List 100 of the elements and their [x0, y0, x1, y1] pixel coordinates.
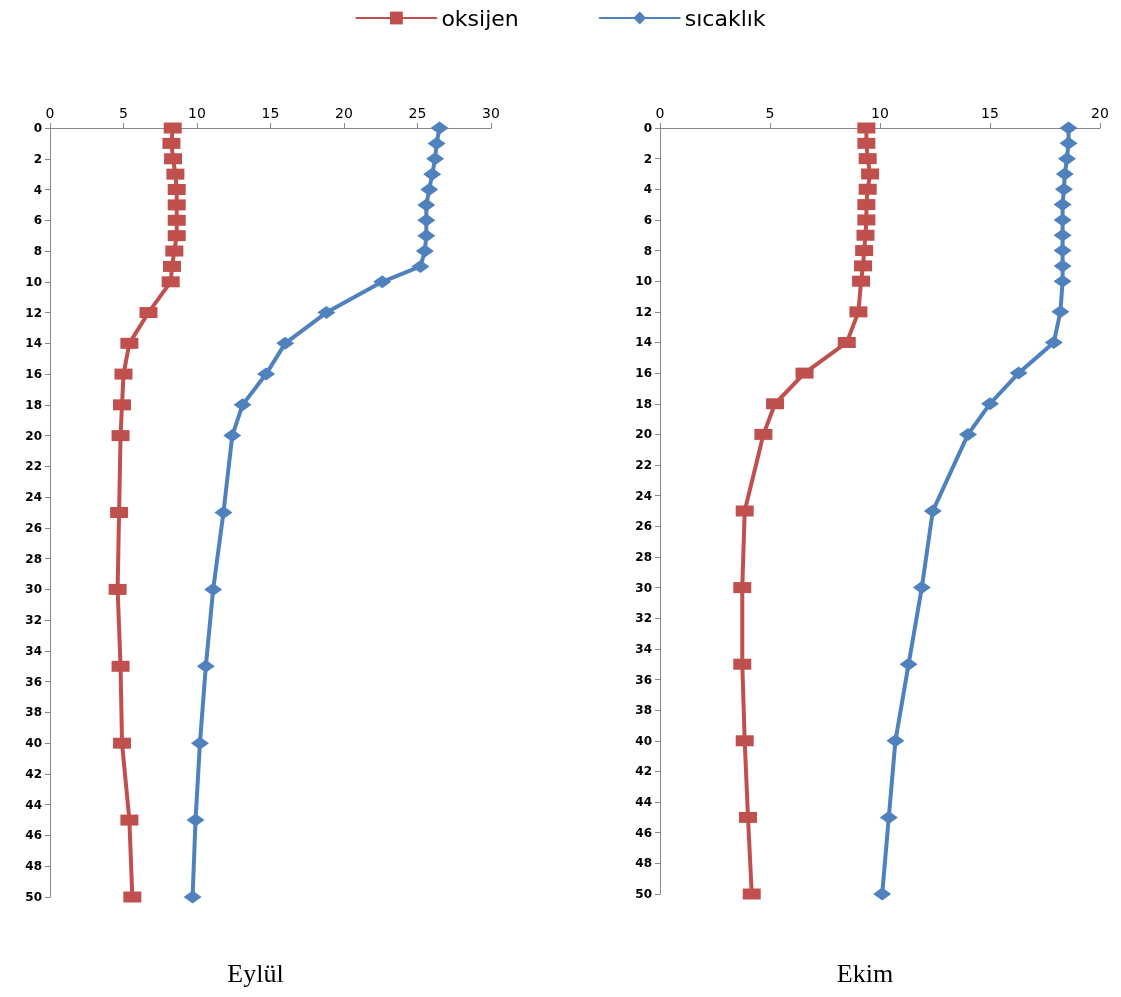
point	[886, 734, 905, 748]
y-tick-label: 10	[25, 274, 42, 289]
y-tick-label: 6	[643, 212, 652, 227]
x-tick-label: 20	[1091, 105, 1109, 121]
y-tick-label: 16	[25, 367, 42, 382]
y-tick-label: 16	[635, 366, 652, 381]
point	[1051, 305, 1070, 319]
y-tick-label: 38	[635, 703, 652, 718]
y-tick-label: 42	[25, 766, 42, 781]
x-tick-label: 0	[655, 105, 665, 121]
y-tick-label: 40	[635, 733, 652, 748]
y-tick-label: 34	[635, 641, 652, 656]
point	[427, 136, 446, 150]
y-tick-label: 40	[25, 736, 42, 751]
point	[415, 244, 434, 258]
y-tick-label: 32	[635, 611, 652, 626]
y-tick-label: 44	[25, 797, 42, 812]
point	[417, 213, 436, 227]
y-tick-label: 24	[25, 490, 42, 505]
point	[186, 813, 205, 827]
x-tick-label: 15	[981, 105, 999, 121]
point	[899, 657, 918, 671]
point	[1009, 366, 1028, 380]
point	[1053, 228, 1072, 242]
point	[373, 275, 392, 289]
y-tick-label: 28	[635, 549, 652, 564]
text: Eylül	[227, 958, 284, 988]
x-tick-label: 15	[261, 105, 280, 121]
y-tick-label: 24	[635, 488, 652, 503]
x-tick-label: 30	[482, 105, 500, 121]
point	[959, 427, 977, 441]
y-tick-label: 42	[635, 764, 652, 779]
x-tick-label: 0	[45, 105, 55, 121]
point	[423, 167, 442, 181]
point	[417, 198, 436, 212]
point	[276, 336, 295, 350]
point	[223, 429, 242, 443]
y-tick-label: 28	[25, 551, 42, 566]
point	[196, 659, 215, 673]
point	[1053, 259, 1072, 273]
y-tick-label: 20	[25, 428, 42, 443]
x-tick-label: 20	[335, 105, 353, 121]
point	[923, 504, 942, 518]
y-tick-label: 30	[25, 582, 42, 597]
y-tick-label: 14	[25, 336, 42, 351]
y-tick-label: 50	[635, 887, 652, 901]
point	[1053, 244, 1072, 258]
point	[879, 810, 898, 824]
y-tick-label: 4	[643, 182, 652, 197]
x-tick-label: 10	[871, 105, 889, 121]
y-tick-label: 36	[25, 674, 42, 689]
point	[411, 259, 430, 273]
y-tick-label: 2	[33, 151, 42, 166]
y-tick-label: 4	[33, 182, 42, 197]
point	[417, 229, 436, 243]
y-tick-label: 0	[33, 121, 42, 135]
point	[1059, 136, 1078, 150]
x-tick-label: 25	[408, 105, 427, 121]
y-tick-label: 0	[643, 121, 652, 135]
y-tick-label: 12	[635, 304, 652, 319]
y-tick-label: 10	[635, 274, 652, 289]
y-tick-label: 22	[25, 459, 42, 474]
y-tick-label: 2	[643, 151, 652, 166]
point	[426, 152, 445, 166]
point	[204, 582, 223, 596]
point	[430, 121, 449, 135]
y-tick-label: 6	[33, 213, 42, 228]
legend-label: oksijen	[441, 5, 519, 31]
y-tick-label: 8	[33, 244, 42, 259]
y-tick-label: 48	[635, 856, 652, 871]
y-tick-label: 8	[643, 243, 652, 258]
x-tick-label: 10	[188, 105, 206, 121]
point	[1053, 198, 1072, 212]
y-tick-label: 46	[635, 825, 652, 840]
y-tick-label: 22	[635, 458, 652, 473]
point	[873, 887, 892, 901]
point	[190, 736, 209, 750]
point	[1044, 335, 1063, 349]
y-tick-label: 30	[635, 580, 652, 595]
point	[912, 581, 931, 595]
point	[1055, 167, 1074, 181]
y-tick-label: 14	[635, 335, 652, 350]
y-tick-label: 12	[25, 305, 42, 320]
text: Ekim	[836, 958, 894, 988]
y-tick-label: 44	[635, 795, 652, 810]
y-tick-label: 18	[635, 396, 652, 411]
x-tick-label: 5	[119, 105, 128, 121]
y-tick-label: 50	[25, 890, 42, 904]
y-tick-label: 36	[635, 672, 652, 687]
point	[257, 367, 276, 381]
point	[1058, 152, 1076, 166]
point	[1053, 213, 1072, 227]
y-tick-label: 46	[25, 828, 42, 843]
point	[981, 397, 999, 411]
point	[183, 890, 202, 904]
point	[233, 398, 252, 412]
x-tick-label: 5	[765, 105, 775, 121]
y-tick-label: 20	[635, 427, 652, 442]
point	[317, 306, 336, 320]
legend-label: sıcaklık	[684, 5, 766, 31]
